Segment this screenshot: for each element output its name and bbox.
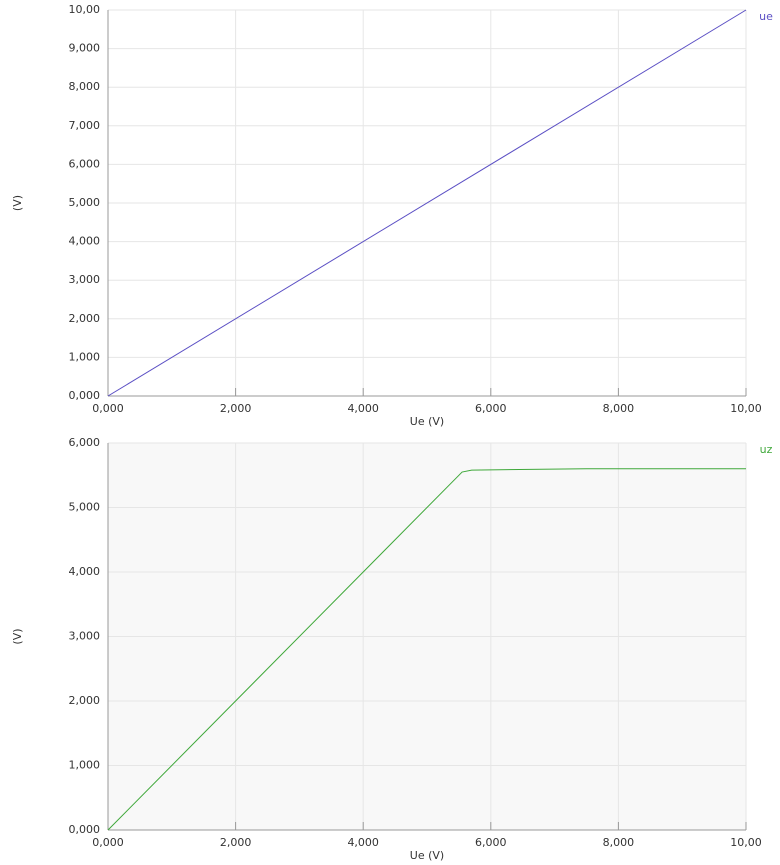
x-axis-title: Ue (V) [410, 415, 444, 428]
legend-entry: uz [760, 443, 773, 456]
x-tick-label: 0,000 [92, 402, 124, 415]
x-tick-label: 10,00 [730, 836, 762, 849]
y-tick-label: 5,000 [69, 501, 101, 514]
y-axis-title: (V) [11, 195, 24, 211]
y-tick-label: 1,000 [69, 350, 101, 363]
y-tick-label: 4,000 [69, 565, 101, 578]
x-tick-label: 8,000 [603, 402, 635, 415]
y-tick-label: 8,000 [69, 80, 101, 93]
y-tick-label: 5,000 [69, 196, 101, 209]
data-line [107, 468, 746, 831]
y-tick-label: 3,000 [69, 273, 101, 286]
y-tick-label: 6,000 [69, 436, 101, 449]
x-tick-label: 2,000 [220, 836, 252, 849]
x-tick-label: 2,000 [220, 402, 252, 415]
x-tick-label: 4,000 [347, 402, 379, 415]
x-tick-label: 6,000 [475, 402, 507, 415]
legend-entry: ue [759, 10, 773, 23]
y-tick-label: 3,000 [69, 630, 101, 643]
y-axis-title: (V) [11, 628, 24, 644]
y-tick-label: 2,000 [69, 312, 101, 325]
y-tick-label: 7,000 [69, 119, 101, 132]
y-tick-label: 2,000 [69, 694, 101, 707]
x-tick-label: 8,000 [603, 836, 635, 849]
x-tick-label: 4,000 [347, 836, 379, 849]
y-tick-label: 4,000 [69, 235, 101, 248]
y-tick-label: 0,000 [69, 389, 101, 402]
x-tick-label: 0,000 [92, 836, 124, 849]
x-axis-title: Ue (V) [410, 849, 444, 861]
y-tick-label: 6,000 [69, 157, 101, 170]
x-tick-label: 10,00 [730, 402, 762, 415]
y-tick-label: 10,00 [69, 3, 101, 16]
data-line [107, 9, 747, 397]
x-tick-label: 6,000 [475, 836, 507, 849]
y-tick-label: 1,000 [69, 759, 101, 772]
y-tick-label: 9,000 [69, 42, 101, 55]
y-tick-label: 0,000 [69, 823, 101, 836]
